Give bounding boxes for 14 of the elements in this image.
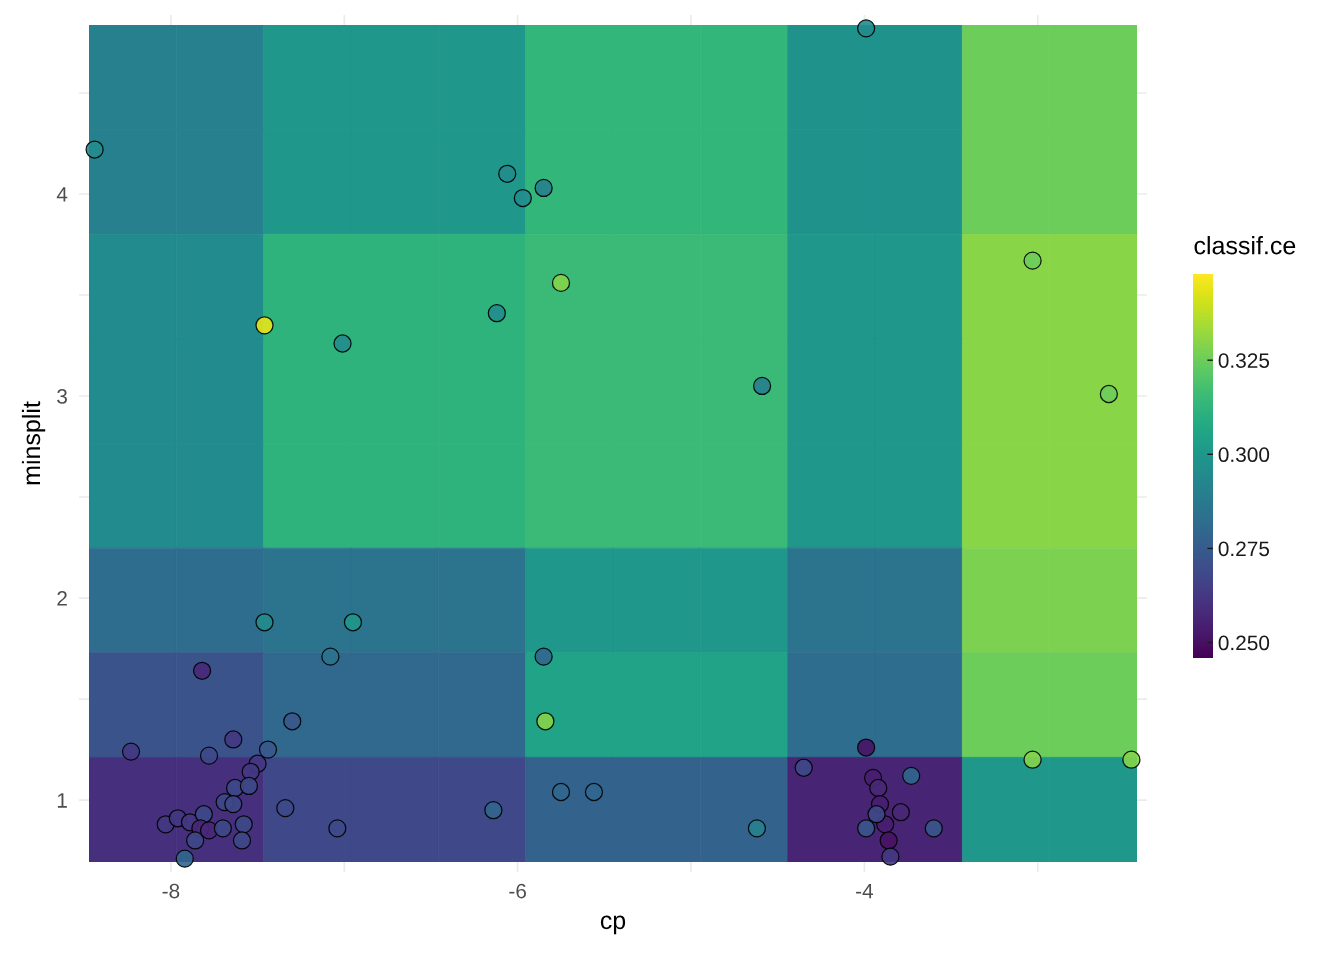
y-tick-label: 3: [57, 389, 67, 404]
x-tick-label: -4: [856, 883, 874, 899]
x-tick-label: -6: [509, 883, 526, 899]
color-bar-label: 0.325: [1218, 353, 1270, 368]
y-axis-title: minsplit: [21, 401, 46, 485]
y-tick-label: 4: [56, 187, 68, 202]
y-tick-label: 1: [57, 793, 67, 808]
y-tick-label: 2: [57, 591, 67, 606]
color-bar-label: 0.250: [1218, 635, 1270, 651]
color-bar-label: 0.300: [1218, 447, 1270, 463]
color-bar-label: 0.275: [1218, 541, 1270, 557]
x-axis-title: cp: [600, 915, 626, 935]
color-bar-title: classif.ce: [1194, 236, 1296, 255]
x-tick-label: -8: [162, 883, 180, 899]
